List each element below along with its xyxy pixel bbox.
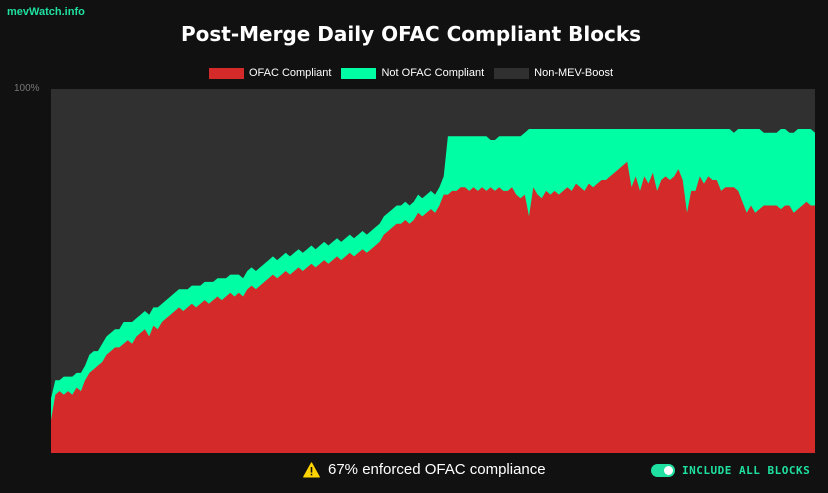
toggle-label[interactable]: INCLUDE ALL BLOCKS xyxy=(682,464,811,477)
chart-svg xyxy=(51,89,815,453)
toggle-knob xyxy=(664,466,673,475)
toggle-switch[interactable] xyxy=(651,464,675,477)
chart-plot-area xyxy=(51,89,815,453)
chart-title: Post-Merge Daily OFAC Compliant Blocks xyxy=(180,22,642,46)
legend-item-ofac[interactable]: OFAC Compliant xyxy=(208,67,332,79)
legend-label-not-ofac: Not OFAC Compliant xyxy=(381,67,485,79)
legend-swatch-non-mev xyxy=(494,67,530,79)
legend-swatch-ofac xyxy=(208,67,244,79)
legend-label-non-mev: Non-MEV-Boost xyxy=(534,67,614,79)
legend-swatch-not-ofac xyxy=(341,67,377,79)
warning-icon xyxy=(303,461,320,477)
legend-label-ofac: OFAC Compliant xyxy=(248,67,332,79)
series-area-ofac-compliant xyxy=(51,161,815,453)
legend-item-non-mev[interactable]: Non-MEV-Boost xyxy=(494,67,613,79)
compliance-status: 67% enforced OFAC compliance xyxy=(303,461,546,478)
y-axis-tick-100: 100% xyxy=(14,83,40,94)
brand-logo-text[interactable]: mevWatch.info xyxy=(7,6,85,18)
legend-item-not-ofac[interactable]: Not OFAC Compliant xyxy=(341,67,484,79)
compliance-status-text: 67% enforced OFAC compliance xyxy=(328,461,546,478)
chart-legend: OFAC Compliant Not OFAC Compliant Non-ME… xyxy=(0,67,822,79)
footer: 67% enforced OFAC compliance INCLUDE ALL… xyxy=(0,461,828,481)
include-all-blocks-toggle[interactable]: INCLUDE ALL BLOCKS xyxy=(651,464,810,477)
